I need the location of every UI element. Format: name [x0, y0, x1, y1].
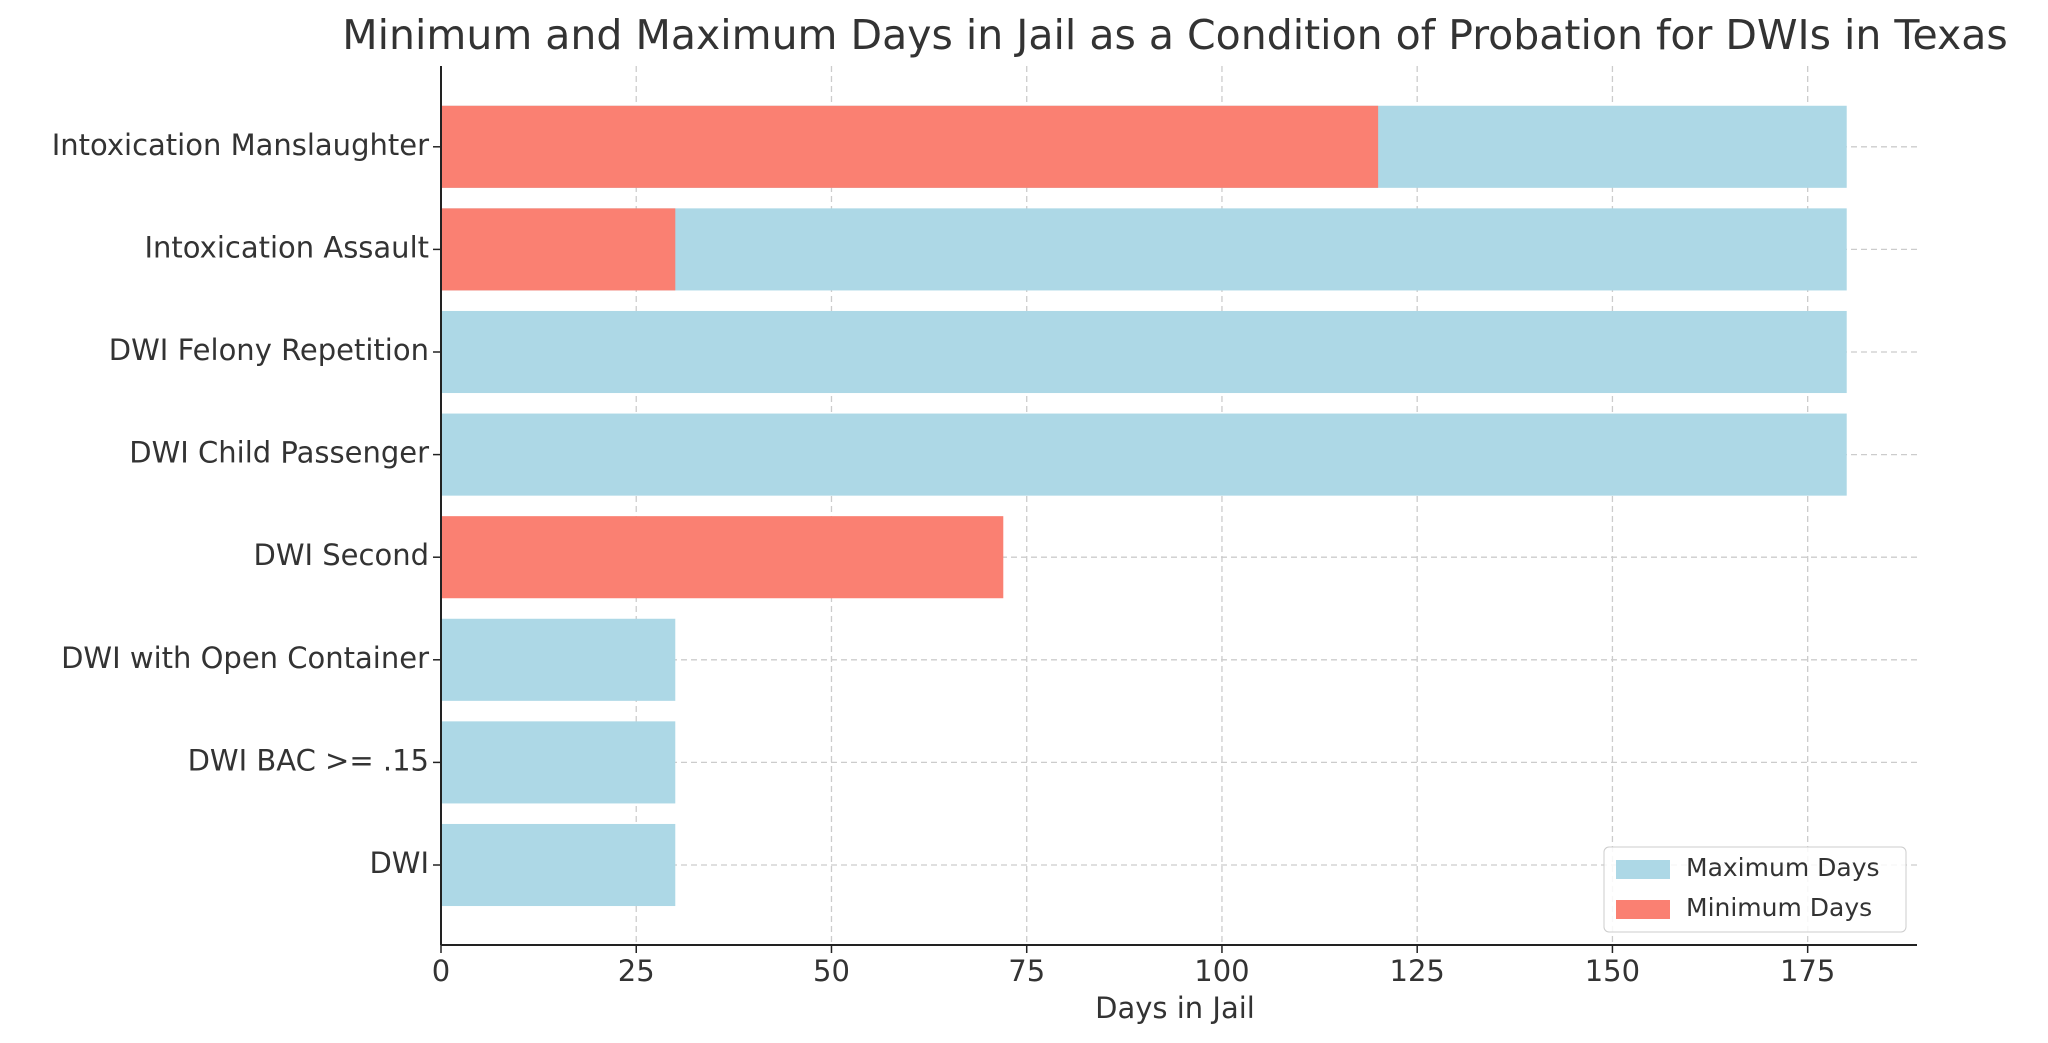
legend-label: Minimum Days — [1686, 893, 1872, 922]
y-tick-label: DWI Felony Repetition — [109, 333, 429, 367]
bar — [441, 413, 1847, 496]
x-tick-label: 150 — [1585, 954, 1640, 988]
x-tick-label: 75 — [1008, 954, 1045, 988]
bar — [441, 208, 676, 291]
y-tick-label: DWI BAC >= .15 — [188, 743, 429, 777]
x-tick-label: 25 — [618, 954, 655, 988]
y-tick-label: Intoxication Assault — [145, 230, 430, 264]
bar — [441, 721, 676, 804]
legend-swatch — [1616, 860, 1670, 879]
y-tick-label: DWI with Open Container — [61, 641, 429, 675]
bars — [441, 105, 1847, 907]
bar — [441, 310, 1847, 394]
x-axis-label: Days in Jail — [1095, 991, 1255, 1025]
legend-box — [1603, 846, 1907, 933]
grid — [440, 66, 1917, 945]
bar — [441, 516, 1004, 599]
bar — [441, 105, 1379, 188]
y-tick-label: DWI — [369, 846, 429, 880]
y-tick-label: DWI Child Passenger — [129, 436, 429, 470]
x-tick-label: 125 — [1390, 954, 1445, 988]
bar — [441, 618, 676, 701]
x-tick-label: 100 — [1194, 954, 1249, 988]
x-tick-label: 50 — [813, 954, 850, 988]
y-tick-label: DWI Second — [253, 538, 429, 572]
legend-swatch — [1616, 900, 1670, 919]
bar — [441, 823, 676, 907]
x-tick-label: 0 — [432, 954, 450, 988]
x-tick-label: 175 — [1780, 954, 1835, 988]
legend: Maximum Days Minimum Days — [1603, 846, 1907, 933]
y-tick-label: Intoxication Manslaughter — [52, 128, 429, 162]
chart-title: Minimum and Maximum Days in Jail as a Co… — [342, 11, 2007, 59]
legend-label: Maximum Days — [1686, 853, 1880, 882]
